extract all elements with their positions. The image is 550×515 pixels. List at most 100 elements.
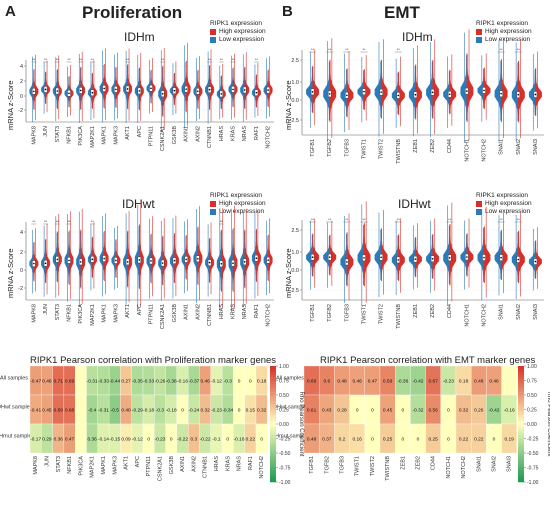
violin-low-CSNK2A1 xyxy=(158,236,163,285)
legend-label-high: High expression xyxy=(219,28,266,35)
cell-value: 0.47 xyxy=(368,378,378,384)
y-tick-label: -2 xyxy=(18,108,23,114)
cell-value: -0.31 xyxy=(87,378,98,384)
cell-value: 0.69 xyxy=(54,407,64,413)
column-label: SNAI3 xyxy=(507,456,513,472)
legend-b-idhwt: RIPK1 expression High expression Low exp… xyxy=(476,192,532,216)
violin-high-AXIN2 xyxy=(197,226,203,286)
x-tick-label: AXIN2 xyxy=(195,126,201,142)
violin-high-PTPN11 xyxy=(150,69,156,104)
violin-low-NRAS xyxy=(240,67,245,109)
violin-low-HRAS xyxy=(216,231,222,291)
violin-high-TGFB1 xyxy=(312,233,320,277)
median-dot xyxy=(466,256,468,258)
violin-high-CTNNB1 xyxy=(209,237,215,283)
violin-high-APC xyxy=(139,67,144,111)
colorbar-segment xyxy=(518,380,524,384)
colorbar-segment xyxy=(518,403,524,407)
x-tick-label: PTPN11 xyxy=(149,126,155,146)
column-label: CD44 xyxy=(431,456,437,470)
violin-high-NOTCH2 xyxy=(483,67,491,110)
violin-high-CSNK2A1 xyxy=(162,235,168,286)
legend-swatch-low xyxy=(210,37,216,43)
cell-value: 0.18 xyxy=(459,378,469,384)
legend-swatch-high xyxy=(210,201,216,207)
heatmap-cell xyxy=(75,365,87,396)
colorbar-segment xyxy=(518,386,524,390)
cell-value: 0.36 xyxy=(54,436,64,442)
panel-letter-b: B xyxy=(282,3,293,20)
significance-label: ** xyxy=(345,217,349,222)
cell-value: 0.15 xyxy=(246,407,256,413)
x-tick-label: MAP2K1 xyxy=(90,126,96,148)
panel-letter-a: A xyxy=(5,3,16,20)
colorbar-tick-label: 0.25 xyxy=(279,408,289,414)
significance-label: ** xyxy=(328,47,332,52)
significance-label: ** xyxy=(56,219,60,224)
colorbar-tick-label: 0.75 xyxy=(279,379,289,385)
cell-value: -0.16 xyxy=(504,407,515,413)
violin-high-ZEB2 xyxy=(432,59,440,119)
column-label: TGFB2 xyxy=(324,456,330,474)
violin-high-SNAI3 xyxy=(535,240,542,279)
column-label: AXIN1 xyxy=(180,456,186,472)
cell-value: 0 xyxy=(447,436,450,442)
x-tick-label: SNAI2 xyxy=(516,139,522,155)
x-tick-label: TGFB2 xyxy=(327,304,333,322)
colorbar-segment xyxy=(270,444,276,448)
significance-label: ** xyxy=(91,219,95,224)
legend-label-high: High expression xyxy=(219,200,266,207)
colorbar-segment xyxy=(518,374,524,378)
column-label: MAPK3 xyxy=(112,456,118,475)
colorbar-tick-label: -0.50 xyxy=(279,451,291,457)
violin-low-JUN xyxy=(41,240,46,283)
violin-low-JUN xyxy=(41,72,46,104)
median-dot xyxy=(91,91,94,94)
cell-value: -0.44 xyxy=(109,378,120,384)
colorbar-tick-label: 0.00 xyxy=(279,422,289,428)
violin-low-KRAS xyxy=(228,229,234,291)
violin-low-STAT3 xyxy=(52,232,58,282)
x-tick-label: ZEB1 xyxy=(413,304,419,318)
x-tick-label: NRAS xyxy=(242,126,248,142)
significance-label: ** xyxy=(44,219,48,224)
violin-low-TGFB2 xyxy=(323,235,330,275)
colorbar-tick-label: 1.00 xyxy=(279,364,289,370)
cell-value: 0.18 xyxy=(257,378,267,384)
cell-value: 0 xyxy=(249,378,252,384)
significance-label: ** xyxy=(328,217,332,222)
x-tick-label: TWIST2 xyxy=(379,304,385,324)
significance-label: ** xyxy=(311,47,315,52)
violin-low-TWIST2 xyxy=(374,61,382,118)
median-dot xyxy=(397,259,400,261)
colorbar-segment xyxy=(518,450,524,454)
violin-high-MAP2K1 xyxy=(92,236,97,278)
violin-high-TWIST2 xyxy=(380,59,388,119)
median-dot xyxy=(534,93,537,96)
median-dot xyxy=(255,257,258,259)
x-tick-label: SNAI2 xyxy=(516,304,522,320)
subtitle-b-idhm: IDHm xyxy=(402,30,433,44)
median-dot xyxy=(431,91,434,94)
x-tick-label: NOTCH2 xyxy=(482,139,488,162)
median-dot xyxy=(517,93,520,96)
colorbar-tick-label: -1.00 xyxy=(279,480,291,486)
significance-label: ** xyxy=(345,47,349,52)
violin-high-RAF1 xyxy=(256,74,261,108)
significance-label: ** xyxy=(500,217,504,222)
colorbar-segment xyxy=(518,461,524,465)
violin-high-TGFB2 xyxy=(329,59,337,122)
violin-high-KRAS xyxy=(232,67,238,108)
median-dot xyxy=(56,258,59,261)
colorbar-tick-label: -0.25 xyxy=(527,437,539,443)
median-dot xyxy=(197,257,199,260)
median-dot xyxy=(534,260,537,263)
violin-chart-b-idhm: 2.5 1.0 0.0 -2.5 ** TGFB1 ** TGFB2 ** TGFB3 ** TWIS… xyxy=(290,29,544,164)
x-tick-label: KRAS xyxy=(231,304,237,319)
cell-value: 0.48 xyxy=(474,378,484,384)
colorbar-segment xyxy=(270,406,276,410)
violin-low-APC xyxy=(134,226,140,288)
column-label: TWISTNB xyxy=(385,456,391,481)
colorbar-segment xyxy=(518,453,524,457)
x-tick-label: SNAI1 xyxy=(499,304,505,320)
